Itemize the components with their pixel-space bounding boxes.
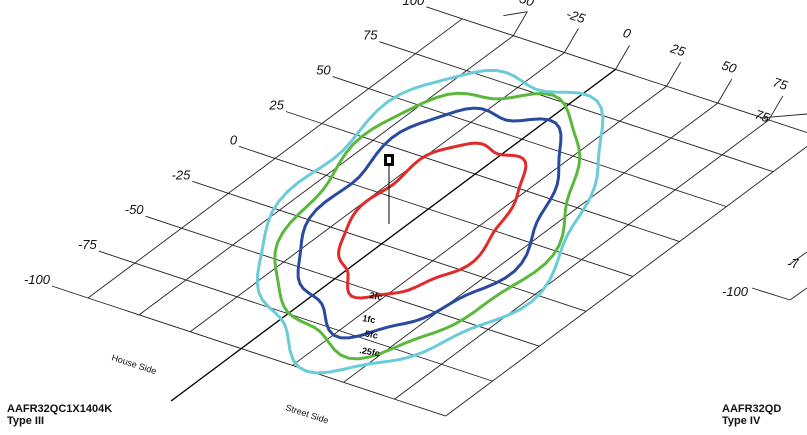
- y-tick-stub: [285, 111, 323, 124]
- grid-row-line: [321, 123, 680, 242]
- grid-column-line: [394, 119, 770, 400]
- x-tick-stub: [717, 78, 733, 104]
- x-axis-cap: [503, 11, 528, 17]
- x-tick-label: 25: [668, 40, 688, 59]
- contour-label: .5fc: [362, 328, 379, 341]
- street-side-label: Street Side: [284, 402, 329, 425]
- y-tick-label: -100: [24, 272, 51, 287]
- y-tick-label: -50: [125, 202, 145, 217]
- right-grid-edge: [789, 287, 807, 301]
- right-caption: AAFR32QD Type IV: [722, 403, 781, 427]
- right-axis-cap: [759, 113, 807, 119]
- house-side-label: House Side: [110, 352, 157, 376]
- contour-3: [273, 91, 582, 361]
- y-tick-stub: [332, 76, 369, 90]
- y-tick-stub: [379, 41, 416, 55]
- luminaire-marker: [384, 154, 394, 224]
- grid-row-line: [87, 297, 446, 417]
- grid-column-line: [292, 85, 667, 366]
- grid-row-line: [368, 88, 727, 208]
- grid-column-line: [138, 35, 514, 316]
- grid-column-line: [445, 145, 807, 417]
- y-tick-stub: [98, 250, 135, 264]
- y-tick-stub: [192, 180, 229, 194]
- x-tick-stub: [768, 95, 784, 121]
- x-tick-stub: [512, 11, 528, 36]
- contour-label: .25fc: [359, 345, 381, 358]
- street-centerline: [170, 68, 616, 402]
- distribution-type: Type III: [7, 415, 45, 427]
- grid-row-line: [134, 262, 493, 382]
- isofootcandle-contours: [255, 68, 605, 375]
- y-tick-stub: [426, 6, 463, 20]
- y-tick-label: -75: [78, 237, 98, 252]
- x-tick-stub: [666, 62, 682, 87]
- grid-row-line: [274, 157, 633, 277]
- contour-label: 1fc: [362, 313, 377, 325]
- model-number: AAFR32QC1X1404K: [7, 403, 113, 415]
- right-y-tick-partial: -100: [722, 284, 749, 299]
- x-tick-label: -25: [565, 6, 588, 26]
- right-grid-edge: [789, 251, 807, 265]
- contour-4: [255, 68, 605, 375]
- centerline: [170, 68, 616, 402]
- y-tick-stub: [145, 215, 182, 229]
- y-tick-label: 75: [363, 28, 378, 43]
- right-tick-stub: [751, 287, 791, 301]
- contour-1: [336, 141, 528, 300]
- x-tick-label: -50: [513, 0, 536, 10]
- x-tick-label: 50: [720, 57, 739, 76]
- grid-row-line: [462, 18, 807, 134]
- right-x-tick-partial: 75: [753, 107, 772, 126]
- distribution-type-right: Type IV: [722, 415, 761, 427]
- x-tick-label: 0: [621, 25, 633, 42]
- luminaire-lens: [387, 157, 391, 163]
- y-tick-label: -25: [172, 167, 192, 182]
- x-tick-stub: [564, 28, 579, 53]
- contour-2: [296, 106, 563, 340]
- model-number-partial: AAFR32QD: [722, 403, 782, 415]
- y-tick-stub: [51, 285, 89, 299]
- y-tick-label: 50: [316, 63, 331, 78]
- grid-row-line: [228, 192, 587, 312]
- x-tick-stub: [615, 45, 630, 70]
- contour-label: 2fc: [369, 290, 384, 302]
- y-tick-label: 0: [230, 132, 238, 147]
- x-tick-label: 75: [771, 74, 790, 93]
- y-tick-label: 25: [268, 98, 284, 113]
- y-tick-stub: [238, 145, 276, 159]
- left-caption: AAFR32QC1X1404K Type III: [7, 403, 112, 427]
- right-plot-grid-partial: [751, 113, 807, 301]
- y-tick-label: 100: [403, 0, 425, 8]
